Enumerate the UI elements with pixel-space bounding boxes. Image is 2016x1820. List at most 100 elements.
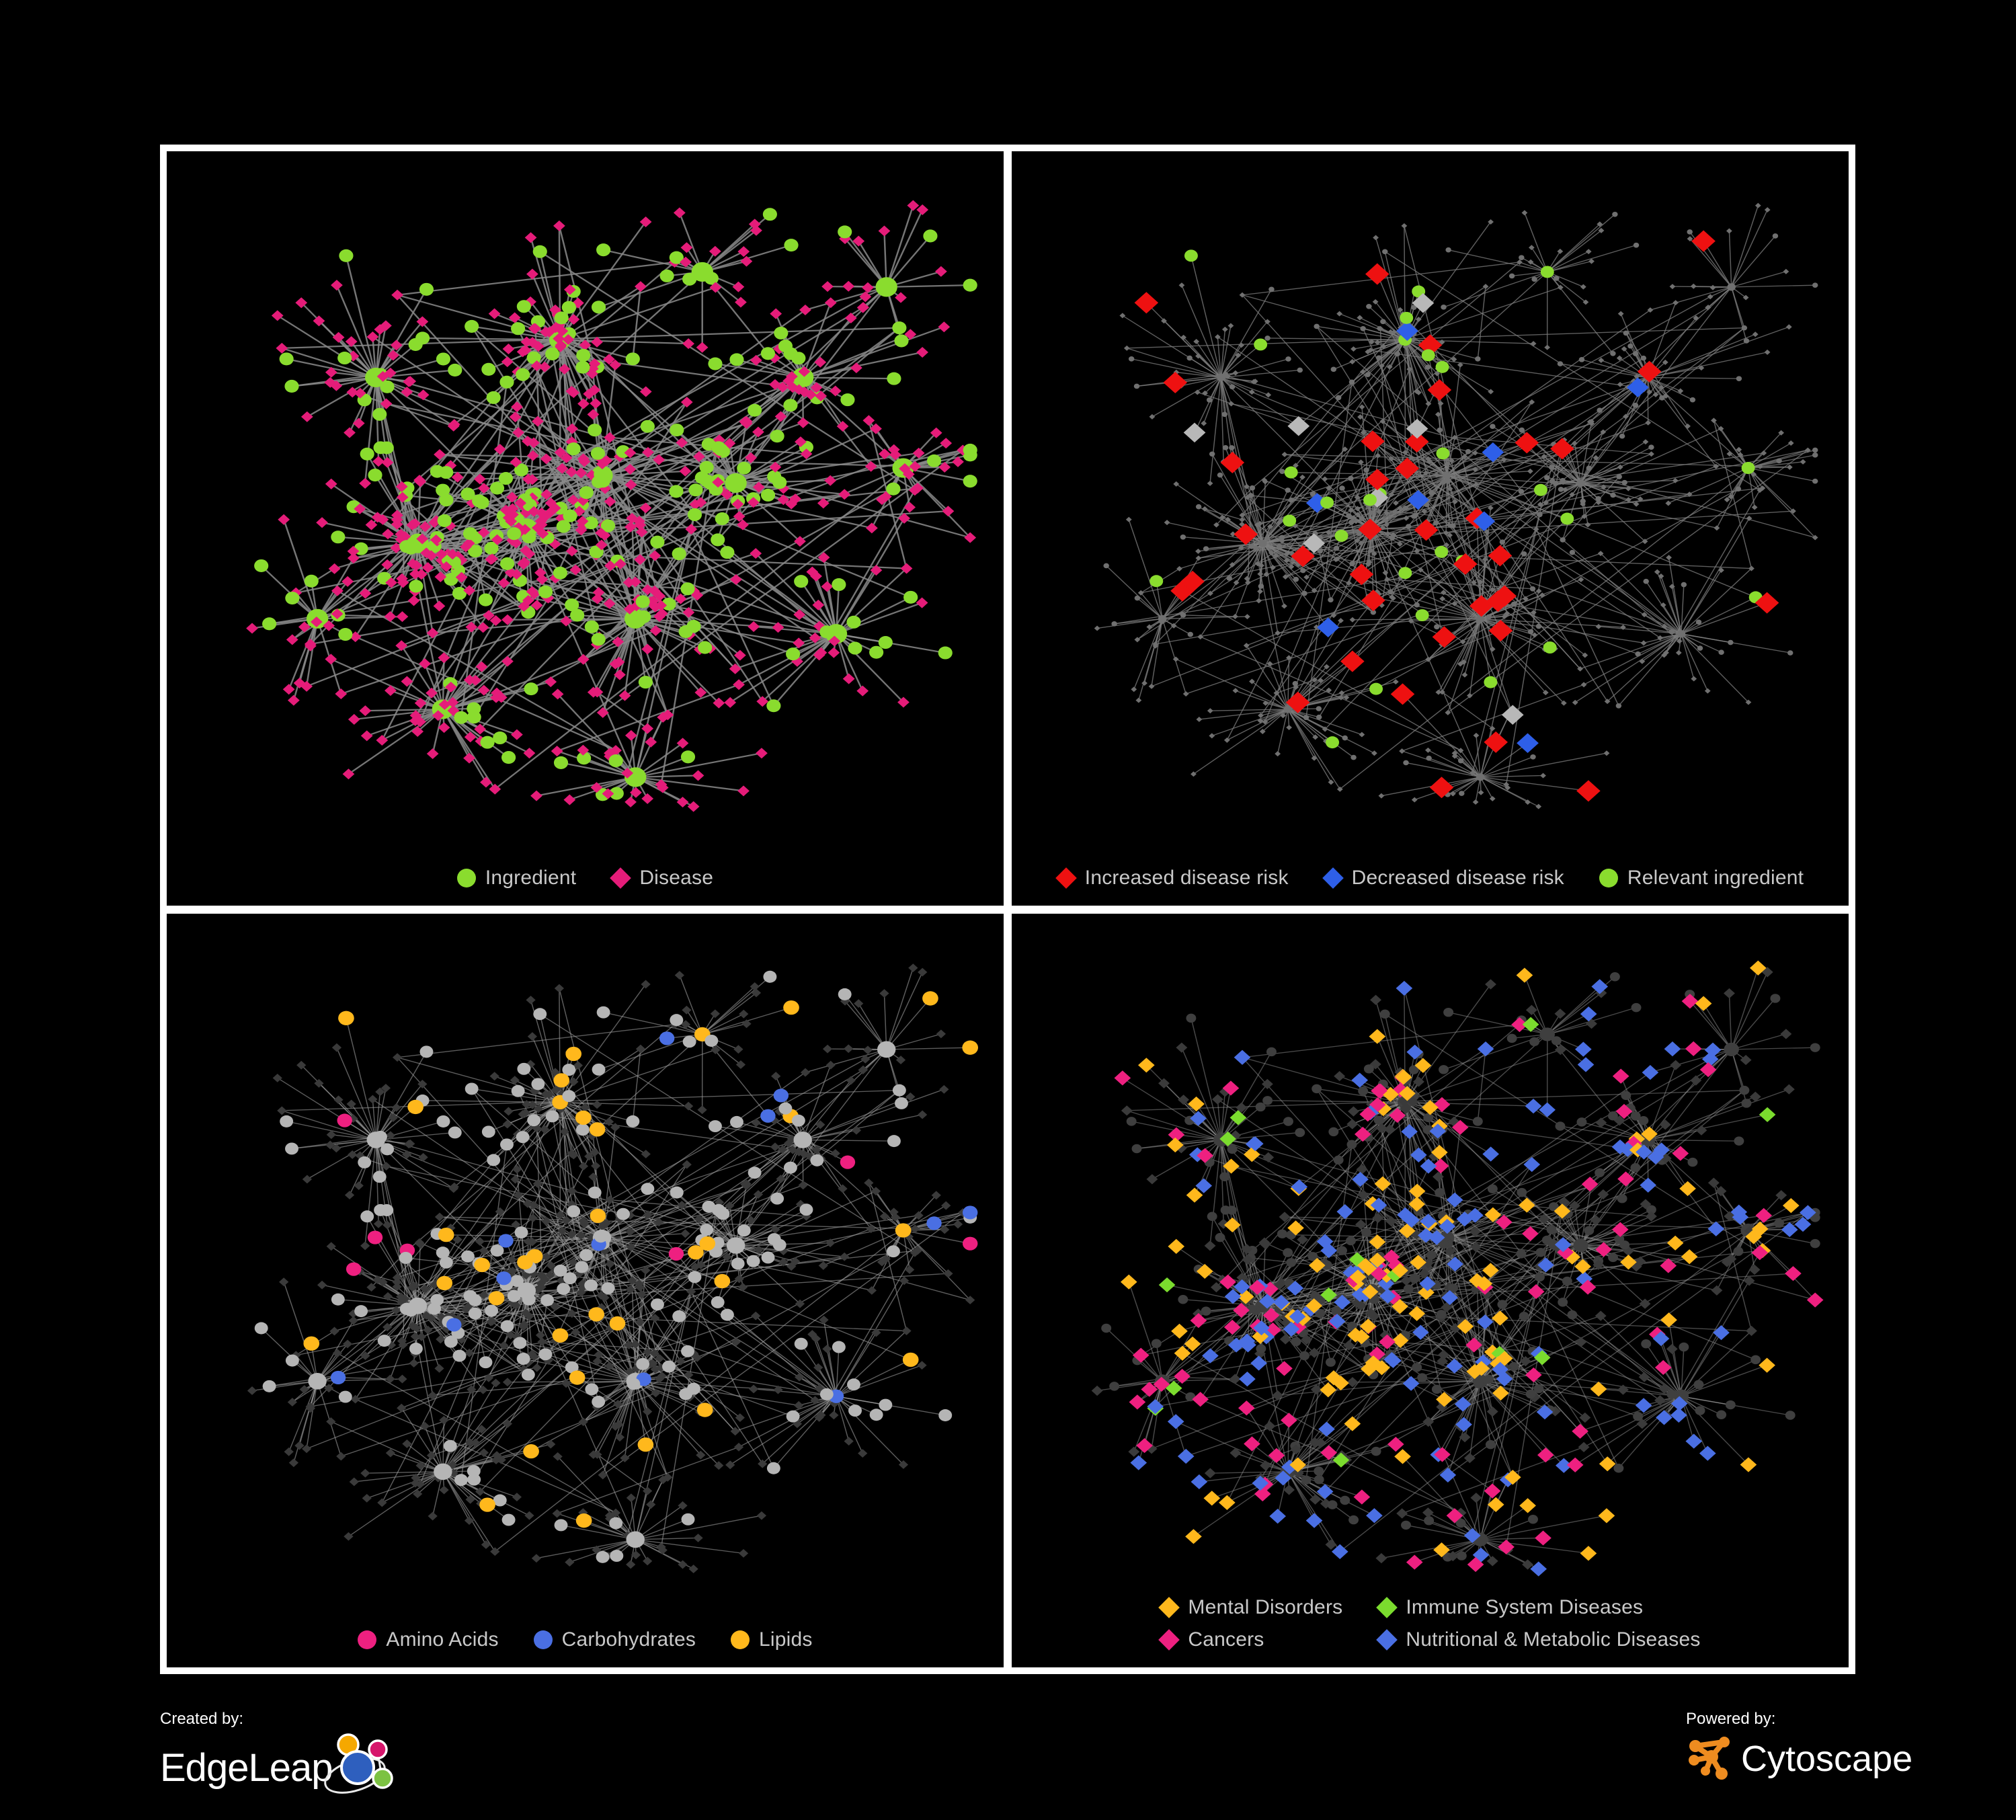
network-node-circle[interactable] <box>1434 624 1440 630</box>
network-node-circle[interactable] <box>377 1334 391 1347</box>
network-node-diamond[interactable] <box>856 302 869 313</box>
network-node-circle[interactable] <box>585 1382 599 1395</box>
network-node-diamond[interactable] <box>483 1373 494 1382</box>
network-node-diamond[interactable] <box>1598 1507 1615 1523</box>
network-node-diamond[interactable] <box>1707 1177 1720 1188</box>
network-node-circle[interactable] <box>1426 1250 1437 1259</box>
network-node-diamond[interactable] <box>508 312 521 323</box>
network-node-diamond[interactable] <box>750 354 762 366</box>
network-node-diamond[interactable] <box>842 280 855 292</box>
network-node-diamond[interactable] <box>540 489 553 500</box>
network-node-circle[interactable] <box>1283 1116 1293 1126</box>
network-node-diamond[interactable] <box>1354 494 1361 500</box>
network-node-circle[interactable] <box>1441 305 1447 310</box>
network-node-diamond[interactable] <box>506 491 518 503</box>
network-node-circle[interactable] <box>637 1437 654 1452</box>
network-node-diamond[interactable] <box>918 967 928 976</box>
network-node-diamond[interactable] <box>392 1052 403 1062</box>
network-node-diamond[interactable] <box>282 684 295 695</box>
network-node-diamond[interactable] <box>1557 248 1564 254</box>
network-node-diamond[interactable] <box>821 281 834 292</box>
network-node-diamond[interactable] <box>246 623 258 634</box>
network-node-circle[interactable] <box>501 1513 516 1526</box>
network-node-diamond[interactable] <box>478 1385 488 1394</box>
network-node-circle[interactable] <box>1215 1232 1225 1242</box>
network-node-circle[interactable] <box>1371 1446 1381 1456</box>
network-node-circle[interactable] <box>486 391 501 404</box>
network-node-diamond[interactable] <box>1291 545 1315 567</box>
network-node-circle[interactable] <box>714 1205 728 1218</box>
network-node-diamond[interactable] <box>1371 551 1377 557</box>
network-node-circle[interactable] <box>1326 736 1340 749</box>
network-node-circle[interactable] <box>1325 1357 1336 1367</box>
network-node-diamond[interactable] <box>1392 1298 1408 1314</box>
network-node-circle[interactable] <box>847 1378 860 1390</box>
network-node-diamond[interactable] <box>397 1374 407 1384</box>
network-node-diamond[interactable] <box>828 647 840 658</box>
network-node-circle[interactable] <box>1103 563 1109 569</box>
network-node-diamond[interactable] <box>382 1292 393 1301</box>
network-node-circle[interactable] <box>832 578 846 592</box>
network-node-diamond[interactable] <box>1094 625 1100 631</box>
network-node-circle[interactable] <box>575 360 590 374</box>
network-node-circle[interactable] <box>938 646 953 660</box>
network-node-diamond[interactable] <box>1404 430 1429 452</box>
network-node-circle[interactable] <box>1609 972 1620 981</box>
network-node-circle[interactable] <box>552 1328 569 1343</box>
network-node-diamond[interactable] <box>1241 1243 1253 1254</box>
network-node-diamond[interactable] <box>1268 1448 1285 1463</box>
network-node-diamond[interactable] <box>637 1290 647 1299</box>
network-node-circle[interactable] <box>1640 355 1647 361</box>
network-node-diamond[interactable] <box>1617 464 1623 470</box>
network-node-circle[interactable] <box>636 1357 650 1370</box>
network-node-diamond[interactable] <box>1244 483 1250 489</box>
network-node-circle[interactable] <box>748 1166 762 1179</box>
network-node-diamond[interactable] <box>1654 569 1660 575</box>
network-node-diamond[interactable] <box>565 1557 575 1567</box>
network-node-circle[interactable] <box>1456 1550 1467 1560</box>
network-node-diamond[interactable] <box>1568 1200 1580 1211</box>
network-node-circle[interactable] <box>770 430 784 443</box>
network-node-diamond[interactable] <box>1396 1507 1408 1519</box>
network-node-circle[interactable] <box>540 1294 555 1306</box>
network-node-diamond[interactable] <box>1685 1041 1702 1056</box>
network-node-diamond[interactable] <box>1461 672 1468 678</box>
network-node-circle[interactable] <box>838 988 852 1000</box>
network-node-circle[interactable] <box>434 1463 452 1480</box>
network-node-circle[interactable] <box>687 1382 700 1395</box>
network-node-diamond[interactable] <box>625 1284 636 1294</box>
network-node-diamond[interactable] <box>433 600 446 612</box>
network-node-diamond[interactable] <box>523 748 536 759</box>
network-node-diamond[interactable] <box>1566 1457 1584 1472</box>
network-node-diamond[interactable] <box>793 384 805 395</box>
network-node-circle[interactable] <box>926 454 942 467</box>
network-node-circle[interactable] <box>337 351 352 365</box>
network-node-diamond[interactable] <box>1276 1360 1293 1376</box>
network-node-diamond[interactable] <box>1486 1406 1498 1417</box>
network-node-diamond[interactable] <box>410 1331 420 1341</box>
network-node-circle[interactable] <box>762 208 777 221</box>
network-node-diamond[interactable] <box>1167 1413 1184 1429</box>
network-node-diamond[interactable] <box>674 593 687 604</box>
network-node-circle[interactable] <box>1486 614 1492 620</box>
network-node-diamond[interactable] <box>614 1419 624 1429</box>
network-node-diamond[interactable] <box>592 1356 602 1366</box>
network-node-diamond[interactable] <box>614 1432 625 1441</box>
network-node-diamond[interactable] <box>656 1542 666 1551</box>
network-node-circle[interactable] <box>399 1251 413 1264</box>
network-node-diamond[interactable] <box>653 611 666 623</box>
network-node-circle[interactable] <box>1370 609 1377 615</box>
network-node-circle[interactable] <box>659 1031 675 1045</box>
network-node-diamond[interactable] <box>1713 525 1720 531</box>
network-node-diamond[interactable] <box>488 308 501 319</box>
network-node-diamond[interactable] <box>1431 1144 1448 1160</box>
network-node-diamond[interactable] <box>1192 1391 1209 1407</box>
network-node-diamond[interactable] <box>1338 618 1344 624</box>
network-node-diamond[interactable] <box>596 707 609 718</box>
network-node-diamond[interactable] <box>1406 1044 1424 1060</box>
network-node-circle[interactable] <box>463 1290 477 1302</box>
network-node-circle[interactable] <box>895 1222 912 1238</box>
network-node-diamond[interactable] <box>1336 786 1343 792</box>
network-node-circle[interactable] <box>254 559 269 573</box>
network-node-diamond[interactable] <box>537 1337 547 1346</box>
